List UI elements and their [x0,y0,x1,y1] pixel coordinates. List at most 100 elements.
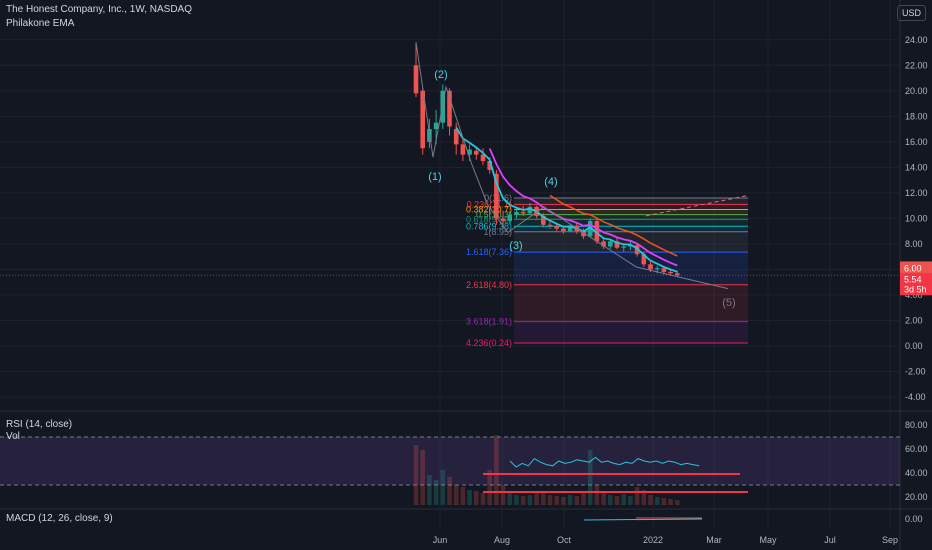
volume-bar [648,495,653,505]
candle-body [554,226,559,229]
candle-body [668,271,673,274]
volume-bar [574,496,580,505]
fib-zone [514,204,748,210]
fib-level-label: 1(8.95) [483,227,512,237]
candle-body [661,268,667,272]
candle-body [561,228,566,232]
volume-bar [487,470,492,505]
wave-label: (5) [722,297,735,309]
volume-bar [514,495,519,505]
price-tick-label: 12.00 [905,188,928,198]
last-price-badge [900,273,932,296]
rsi-tick-label: 60.00 [905,444,928,454]
currency-badge[interactable]: USD [896,5,926,21]
volume-bar [675,500,680,505]
candle-body [581,231,586,237]
candle-body [474,150,479,155]
volume-bar [654,497,660,505]
volume-bar [608,495,613,505]
countdown-label: 3d 5h [904,284,927,294]
candle-body [460,144,466,155]
wave-label: (3) [509,240,522,252]
candle-body [641,254,647,265]
ema-fast-line [455,126,678,273]
candle-body [587,220,593,237]
candle-body [453,129,459,145]
volume-bar [661,498,667,505]
vol-title[interactable]: Vol [6,431,20,442]
time-tick-label: Mar [706,535,722,545]
time-tick-label: 2022 [643,535,663,545]
volume-bar [500,485,506,505]
volume-bar [460,487,466,505]
volume-bar [614,496,620,505]
volume-bar [453,485,459,505]
time-tick-label: May [759,535,777,545]
fib-zone [514,321,748,343]
wave-label: (1) [428,171,441,183]
candle-body [413,65,419,94]
fib-level-label: 2.618(4.80) [466,280,512,290]
volume-bar [527,495,533,505]
candle-body [654,268,660,270]
indicator-title[interactable]: Philakone EMA [6,18,75,29]
volume-bar [433,480,439,505]
macd-tick-label: 0.00 [905,514,923,524]
fib-zone [514,214,748,220]
volume-bar [628,496,633,505]
volume-bar [541,491,546,505]
volume-bar [474,491,479,505]
volume-bar [587,450,593,505]
candle-body [433,122,439,130]
price-tick-label: 20.00 [905,86,928,96]
candle-body [621,246,626,248]
fib-zone [514,209,748,215]
volume-bar [594,485,600,505]
last-price-label: 5.54 [904,274,922,284]
fib-level-label: 1.618(7.36) [466,247,512,257]
volume-bar [634,487,640,505]
candle-body [500,218,506,221]
projection-line [645,194,749,217]
candle-body [614,241,620,248]
volume-bar [581,493,586,505]
volume-bar [447,477,452,505]
candle-body [494,173,499,219]
fib-zone [514,197,748,205]
candle-body [594,220,600,242]
fib-level-label: 0.236(11.1) [467,199,512,209]
fib-level-label: 3.618(1.91) [466,317,512,327]
macd-title[interactable]: MACD (12, 26, close, 9) [6,513,113,524]
rsi-title[interactable]: RSI (14, close) [6,419,73,430]
prev-price-label: 6.00 [904,263,922,273]
candle-body [547,224,553,227]
macd-line [583,518,703,521]
candle-body [675,273,680,276]
volume-bar [413,445,419,505]
candle-body [447,90,452,127]
candle-body [514,212,519,215]
fib-level-label: 0.382(10.7) [466,204,512,214]
candle-body [628,245,633,247]
volume-bar [554,496,559,505]
price-tick-label: 16.00 [905,137,928,147]
fib-zone [514,226,748,232]
volume-bar [641,490,647,505]
price-tick-label: 10.00 [905,213,928,223]
volume-bar [427,475,432,505]
fib-zone [514,219,748,227]
volume-bar [520,496,526,505]
candle-body [467,149,472,155]
volume-bar [440,470,446,505]
symbol-title[interactable]: The Honest Company, Inc., 1W, NASDAQ [6,4,192,15]
wave-label: (2) [434,69,447,81]
rsi-tick-label: 20.00 [905,492,928,502]
volume-bar [420,450,425,505]
candle-body [567,226,573,232]
candle-body [487,160,492,170]
price-tick-label: 18.00 [905,111,928,121]
prev-price-badge [900,261,932,274]
candle-body [480,154,486,161]
time-tick-label: Sep [882,535,898,545]
